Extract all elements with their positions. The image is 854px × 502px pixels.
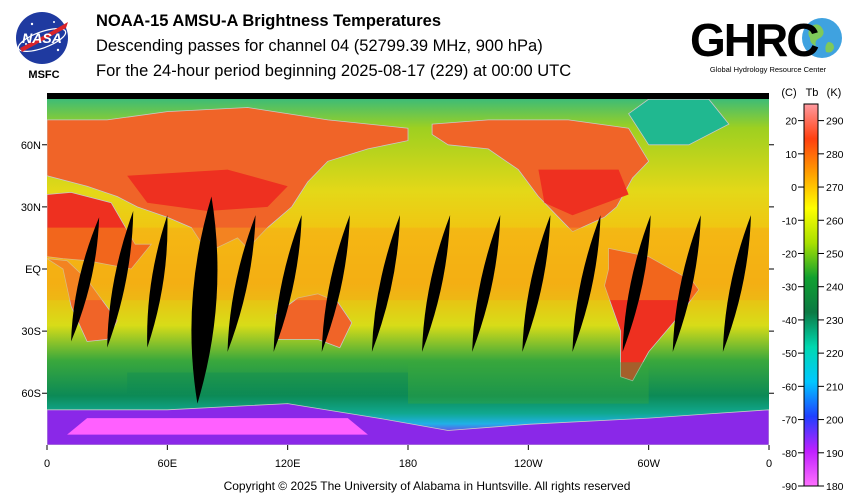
x-tick-label: 0 bbox=[44, 458, 50, 470]
land-antarctica bbox=[47, 403, 769, 445]
ghrc-caption: Global Hydrology Resource Center bbox=[710, 65, 827, 74]
orbit-gap-1 bbox=[71, 217, 100, 342]
orbit-gap-4 bbox=[191, 196, 218, 404]
ghrc-wordmark: GHRC bbox=[690, 14, 818, 66]
land-central-asia-hot bbox=[127, 169, 288, 211]
y-tick-label: 30S bbox=[21, 326, 41, 338]
x-tick-label: 0 bbox=[766, 458, 772, 470]
y-tick-label: 60N bbox=[21, 140, 41, 152]
orbit-gap-8 bbox=[371, 215, 400, 352]
y-tick-label: EQ bbox=[25, 264, 41, 276]
land-north-america-hot bbox=[538, 169, 629, 216]
msfc-label: MSFC bbox=[28, 69, 59, 81]
brightness-temperature-map bbox=[47, 93, 769, 445]
x-tick-label: 120E bbox=[275, 458, 301, 470]
copyright-notice: Copyright © 2025 The University of Alaba… bbox=[223, 479, 631, 493]
y-tick-label: 30N bbox=[21, 202, 41, 214]
top-missing-band bbox=[47, 93, 769, 99]
orbit-gap-10 bbox=[472, 215, 501, 352]
orbit-gap-2 bbox=[107, 211, 134, 348]
orbit-gap-12 bbox=[572, 215, 601, 352]
x-tick-label: 120W bbox=[514, 458, 543, 470]
ghrc-logo: GHRC Global Hydrology Resource Center bbox=[688, 12, 848, 76]
orbit-gap-3 bbox=[147, 215, 168, 348]
chart-title: NOAA-15 AMSU-A Brightness Temperatures bbox=[96, 12, 442, 30]
y-tick-label: 60S bbox=[21, 388, 41, 400]
chart-subtitle-period: For the 24-hour period beginning 2025-08… bbox=[96, 62, 572, 80]
orbit-gap-15 bbox=[722, 215, 751, 352]
orbit-gap-9 bbox=[422, 215, 451, 352]
south-pacific-cool-region bbox=[408, 362, 649, 404]
land-greenland bbox=[628, 98, 730, 146]
land-antarctica-core bbox=[67, 418, 368, 435]
chart-subtitle-channel: Descending passes for channel 04 (52799.… bbox=[96, 37, 543, 55]
nasa-wordmark: NASA bbox=[22, 30, 62, 46]
x-tick-label: 60E bbox=[158, 458, 178, 470]
x-tick-label: 60W bbox=[637, 458, 660, 470]
orbit-gap-13 bbox=[622, 215, 651, 352]
x-tick-label: 180 bbox=[399, 458, 417, 470]
nasa-logo: NASA MSFC bbox=[14, 10, 74, 82]
orbit-gap-6 bbox=[273, 215, 302, 352]
orbit-gap-14 bbox=[672, 215, 701, 352]
orbit-gap-5 bbox=[227, 215, 256, 352]
orbit-gap-7 bbox=[321, 215, 350, 352]
orbit-gap-11 bbox=[522, 215, 551, 352]
